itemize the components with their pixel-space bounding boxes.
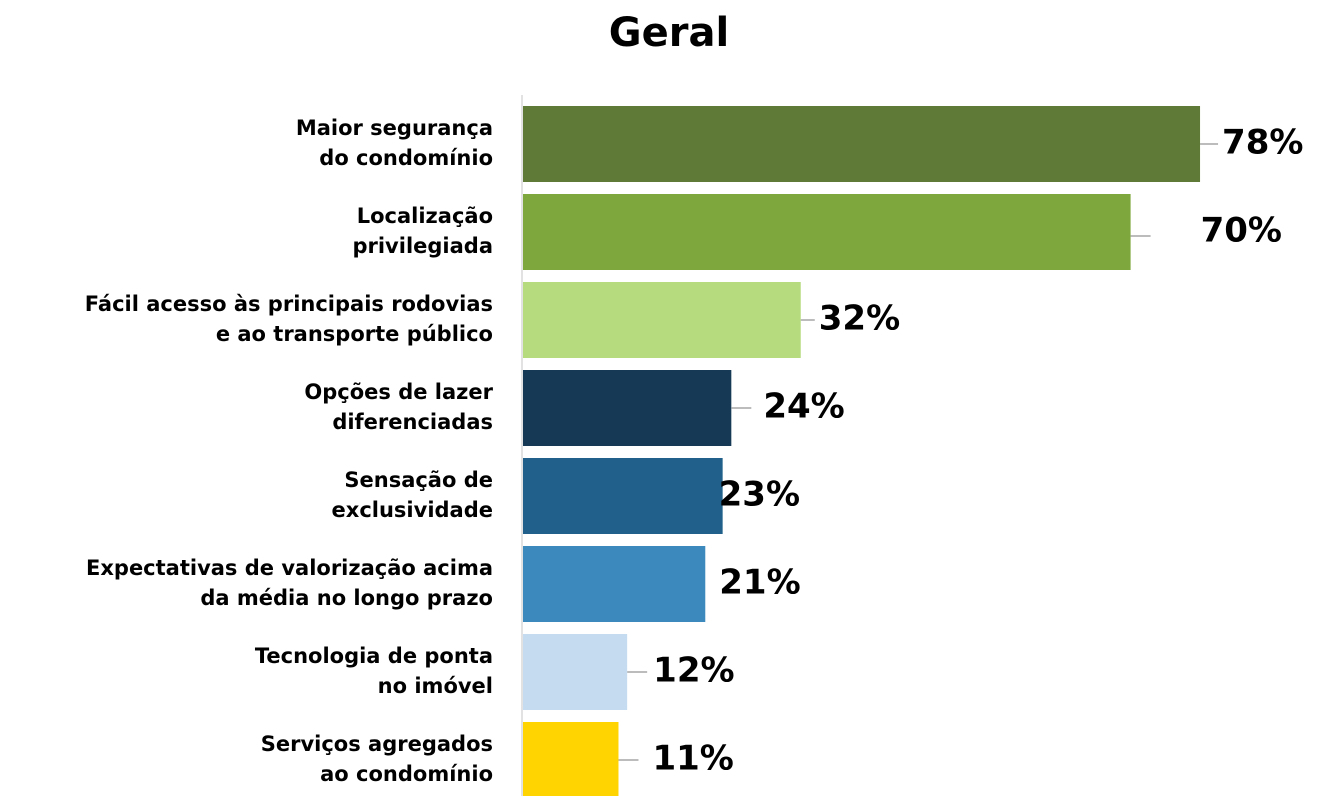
category-label: da média no longo prazo [200,586,493,610]
bar [523,282,801,358]
bar [523,546,706,622]
category-label: e ao transporte público [216,322,493,346]
bar [523,106,1201,182]
category-label: Sensação de [344,468,493,492]
chart-title: Geral [609,10,729,56]
value-label: 78% [1222,123,1303,163]
category-label: ao condomínio [320,762,493,786]
bar [523,634,628,710]
bar [523,370,732,446]
category-label: Opções de lazer [304,380,493,404]
category-label: Serviços agregados [261,732,493,756]
value-label: 21% [719,563,800,603]
category-label: Expectativas de valorização acima [86,556,493,580]
bar [523,458,723,534]
category-label: do condomínio [319,146,493,170]
category-label: no imóvel [378,674,493,698]
value-label: 70% [1201,211,1282,251]
category-label: Fácil acesso às principais rodovias [85,292,493,316]
value-label: 12% [653,651,734,691]
category-label: diferenciadas [332,410,493,434]
category-label: Maior segurança [296,116,493,140]
value-label: 11% [652,739,733,779]
category-label: exclusividade [332,498,493,522]
category-label: privilegiada [352,234,493,258]
value-label: 24% [763,387,844,427]
value-label: 23% [719,475,800,515]
bar [523,722,619,796]
category-label: Tecnologia de ponta [255,644,493,668]
category-label: Localização [357,204,493,228]
value-label: 32% [819,299,900,339]
bar [523,194,1131,270]
